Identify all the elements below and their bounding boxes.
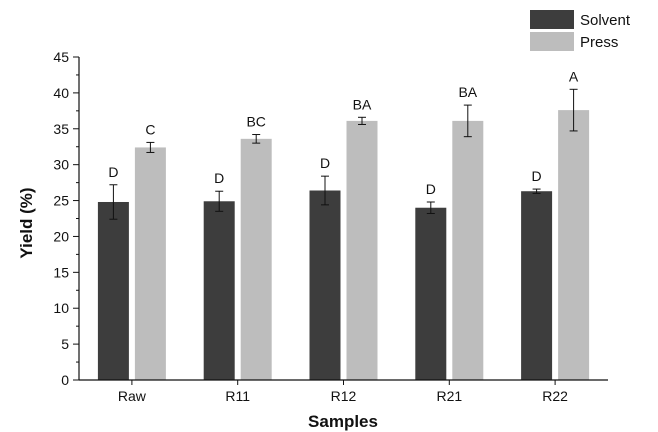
y-tick-label-20: 20 (53, 228, 69, 244)
y-tick-label-5: 5 (61, 336, 69, 352)
error-bar-press-r21 (463, 104, 472, 138)
bar-solvent-r21 (415, 207, 447, 380)
legend-swatch-press (530, 32, 574, 51)
legend: Solvent Press (530, 10, 631, 51)
y-tick-label-0: 0 (61, 372, 69, 388)
y-tick-label-45: 45 (53, 49, 69, 65)
error-bar-press-raw (146, 141, 155, 153)
legend-swatch-solvent (530, 10, 574, 29)
bar-label-solvent-r21: D (426, 181, 436, 197)
bar-label-solvent-r22: D (532, 168, 542, 184)
error-bar-solvent-r11 (215, 190, 224, 212)
bar-press-r22 (558, 110, 590, 381)
y-tick-label-25: 25 (53, 193, 69, 209)
y-tick-label-40: 40 (53, 85, 69, 101)
x-tick-label-r12: R12 (331, 388, 357, 404)
bar-label-press-r12: BA (353, 96, 372, 112)
axes-layer: Raw R11 R12 R21 R22 0 5 10 15 20 25 30 35 40 45 (53, 49, 608, 404)
bar-label-solvent-raw: D (108, 164, 118, 180)
y-tick-label-30: 30 (53, 157, 69, 173)
bar-press-r21 (452, 120, 484, 380)
y-tick-label-15: 15 (53, 264, 69, 280)
legend-label-solvent: Solvent (580, 12, 631, 29)
x-axis-title: Samples (308, 412, 378, 431)
bar-label-press-r22: A (569, 68, 579, 84)
error-bar-solvent-r12 (321, 175, 329, 206)
x-tick-label-r11: R11 (225, 388, 250, 404)
bars-layer (97, 88, 590, 381)
bar-label-solvent-r11: D (214, 170, 224, 186)
bar-press-raw (134, 147, 166, 380)
bar-solvent-r22 (521, 191, 553, 380)
legend-label-press: Press (580, 34, 618, 51)
y-axis-title: Yield (%) (17, 187, 36, 258)
bar-labels-layer: D C D BC D BA D BA D A (108, 68, 579, 197)
x-tick-label-r22: R22 (542, 388, 568, 404)
x-tick-label-r21: R21 (436, 388, 462, 404)
bar-solvent-raw (97, 201, 129, 380)
error-bar-press-r12 (358, 116, 366, 125)
bar-label-press-raw: C (145, 121, 155, 137)
bar-press-r11 (240, 138, 272, 380)
bar-label-press-r11: BC (246, 114, 265, 130)
bar-press-r12 (346, 120, 378, 380)
error-bar-solvent-raw (109, 184, 118, 220)
x-tick-label-raw: Raw (118, 388, 147, 404)
bar-label-solvent-r12: D (320, 155, 330, 171)
y-tick-label-35: 35 (53, 121, 69, 137)
bar-label-press-r21: BA (458, 84, 477, 100)
error-bar-solvent-r22 (532, 188, 541, 194)
bar-solvent-r11 (203, 201, 235, 380)
y-tick-label-10: 10 (53, 300, 69, 316)
error-bar-press-r22 (569, 88, 578, 132)
bar-solvent-r12 (309, 190, 341, 380)
error-bar-solvent-r21 (426, 201, 435, 214)
error-bar-press-r11 (252, 134, 261, 144)
